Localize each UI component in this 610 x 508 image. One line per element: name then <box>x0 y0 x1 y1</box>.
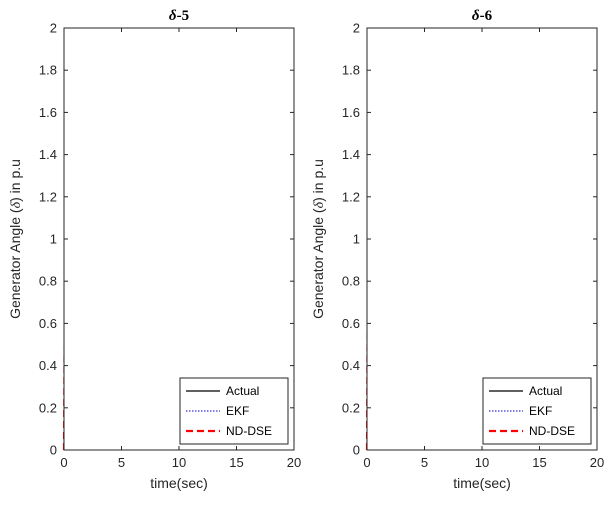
y-tick-label: 0.8 <box>39 274 57 289</box>
x-tick-label: 5 <box>421 455 428 470</box>
title-suffix: -6 <box>480 8 493 24</box>
y-tick-label: 0.4 <box>342 358 360 373</box>
y-tick-label: 1.6 <box>39 105 57 120</box>
y-tick-label: 2 <box>50 21 57 36</box>
x-axis-label: time(sec) <box>150 475 208 491</box>
x-tick-label: 15 <box>229 455 243 470</box>
x-tick-label: 5 <box>118 455 125 470</box>
y-tick-label: 1 <box>353 232 360 247</box>
legend-label: Actual <box>226 384 259 398</box>
y-label-prefix: Generator Angle ( <box>310 208 326 319</box>
y-tick-label: 0 <box>353 443 360 458</box>
legend-label: ND-DSE <box>226 424 272 438</box>
y-axis-label: Generator Angle (δ) in p.u <box>310 159 327 319</box>
legend: Actual EKF ND-DSE <box>179 377 289 445</box>
y-tick-label: 1.8 <box>342 63 360 78</box>
y-label-suffix: ) in p.u <box>310 159 326 202</box>
y-label-symbol: δ <box>312 201 327 208</box>
subplot-right: 0 5 10 15 2000.20.40.60.811.21.41.61.82δ-6ti… <box>310 8 604 491</box>
legend: Actual EKF ND-DSE <box>482 377 592 445</box>
x-tick-label: 0 <box>363 455 370 470</box>
x-tick-label: 15 <box>532 455 546 470</box>
y-tick-label: 1.2 <box>342 189 360 204</box>
x-axis-label: time(sec) <box>453 475 511 491</box>
y-label-symbol: δ <box>9 201 24 208</box>
x-tick-label: 20 <box>590 455 604 470</box>
x-tick-label: 20 <box>287 455 301 470</box>
y-tick-label: 0.4 <box>39 358 57 373</box>
chart-title: δ-6 <box>472 8 493 24</box>
title-suffix: -5 <box>177 8 190 24</box>
y-tick-label: 1.4 <box>342 147 360 162</box>
title-symbol: δ <box>472 8 480 24</box>
y-tick-label: 1.6 <box>342 105 360 120</box>
y-label-suffix: ) in p.u <box>7 159 23 202</box>
x-tick-label: 10 <box>475 455 489 470</box>
legend-label: EKF <box>529 404 552 418</box>
title-symbol: δ <box>169 8 177 24</box>
y-tick-label: 0.2 <box>342 400 360 415</box>
y-label-prefix: Generator Angle ( <box>7 208 23 319</box>
plot-area-right: 0 5 10 15 2000.20.40.60.811.21.41.61.82δ-6ti… <box>310 8 604 491</box>
subplot-left: 0 5 10 15 2000.20.40.60.811.21.41.61.82δ-5ti… <box>7 8 301 491</box>
plot-area-left: 0 5 10 15 2000.20.40.60.811.21.41.61.82δ-5ti… <box>7 8 301 491</box>
x-tick-label: 0 <box>60 455 67 470</box>
y-tick-label: 1.4 <box>39 147 57 162</box>
y-tick-label: 0 <box>50 443 57 458</box>
legend-label: EKF <box>226 404 249 418</box>
legend-label: ND-DSE <box>529 424 575 438</box>
y-tick-label: 0.6 <box>39 316 57 331</box>
y-tick-label: 1.2 <box>39 189 57 204</box>
y-axis-label: Generator Angle (δ) in p.u <box>7 159 24 319</box>
y-tick-label: 0.6 <box>342 316 360 331</box>
y-tick-label: 0.8 <box>342 274 360 289</box>
y-tick-label: 0.2 <box>39 400 57 415</box>
y-tick-label: 1.8 <box>39 63 57 78</box>
x-tick-label: 10 <box>172 455 186 470</box>
y-tick-label: 1 <box>50 232 57 247</box>
legend-label: Actual <box>529 384 562 398</box>
y-tick-label: 2 <box>353 21 360 36</box>
chart-title: δ-5 <box>169 8 189 24</box>
